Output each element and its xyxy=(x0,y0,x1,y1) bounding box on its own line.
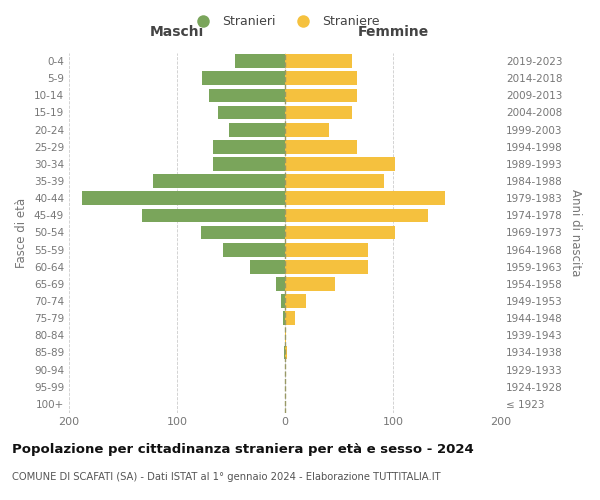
Bar xyxy=(285,243,368,256)
Bar xyxy=(209,88,285,102)
Bar xyxy=(201,226,285,239)
Bar xyxy=(229,123,285,136)
Bar xyxy=(285,106,352,120)
Bar xyxy=(285,328,286,342)
Bar xyxy=(285,88,358,102)
Bar xyxy=(284,346,285,360)
Bar xyxy=(153,174,285,188)
Text: Maschi: Maschi xyxy=(150,25,204,39)
Bar xyxy=(277,277,285,291)
Bar xyxy=(142,208,285,222)
Bar xyxy=(285,157,395,171)
Bar xyxy=(285,346,287,360)
Bar xyxy=(283,312,285,325)
Text: Popolazione per cittadinanza straniera per età e sesso - 2024: Popolazione per cittadinanza straniera p… xyxy=(12,442,474,456)
Bar xyxy=(82,192,285,205)
Bar xyxy=(218,106,285,120)
Bar xyxy=(285,192,445,205)
Y-axis label: Anni di nascita: Anni di nascita xyxy=(569,189,582,276)
Bar xyxy=(285,226,395,239)
Bar xyxy=(285,174,385,188)
Bar xyxy=(212,140,285,153)
Bar xyxy=(281,294,285,308)
Bar xyxy=(285,72,358,85)
Bar xyxy=(235,54,285,68)
Text: COMUNE DI SCAFATI (SA) - Dati ISTAT al 1° gennaio 2024 - Elaborazione TUTTITALIA: COMUNE DI SCAFATI (SA) - Dati ISTAT al 1… xyxy=(12,472,440,482)
Bar xyxy=(285,312,295,325)
Bar xyxy=(223,243,285,256)
Bar xyxy=(285,123,329,136)
Y-axis label: Fasce di età: Fasce di età xyxy=(16,198,28,268)
Bar xyxy=(285,294,305,308)
Bar xyxy=(285,260,368,274)
Legend: Stranieri, Straniere: Stranieri, Straniere xyxy=(186,10,384,33)
Bar xyxy=(202,72,285,85)
Bar xyxy=(250,260,285,274)
Bar xyxy=(285,54,352,68)
Bar xyxy=(285,277,335,291)
Text: Femmine: Femmine xyxy=(358,25,428,39)
Bar xyxy=(285,140,358,153)
Bar xyxy=(212,157,285,171)
Bar xyxy=(285,208,428,222)
